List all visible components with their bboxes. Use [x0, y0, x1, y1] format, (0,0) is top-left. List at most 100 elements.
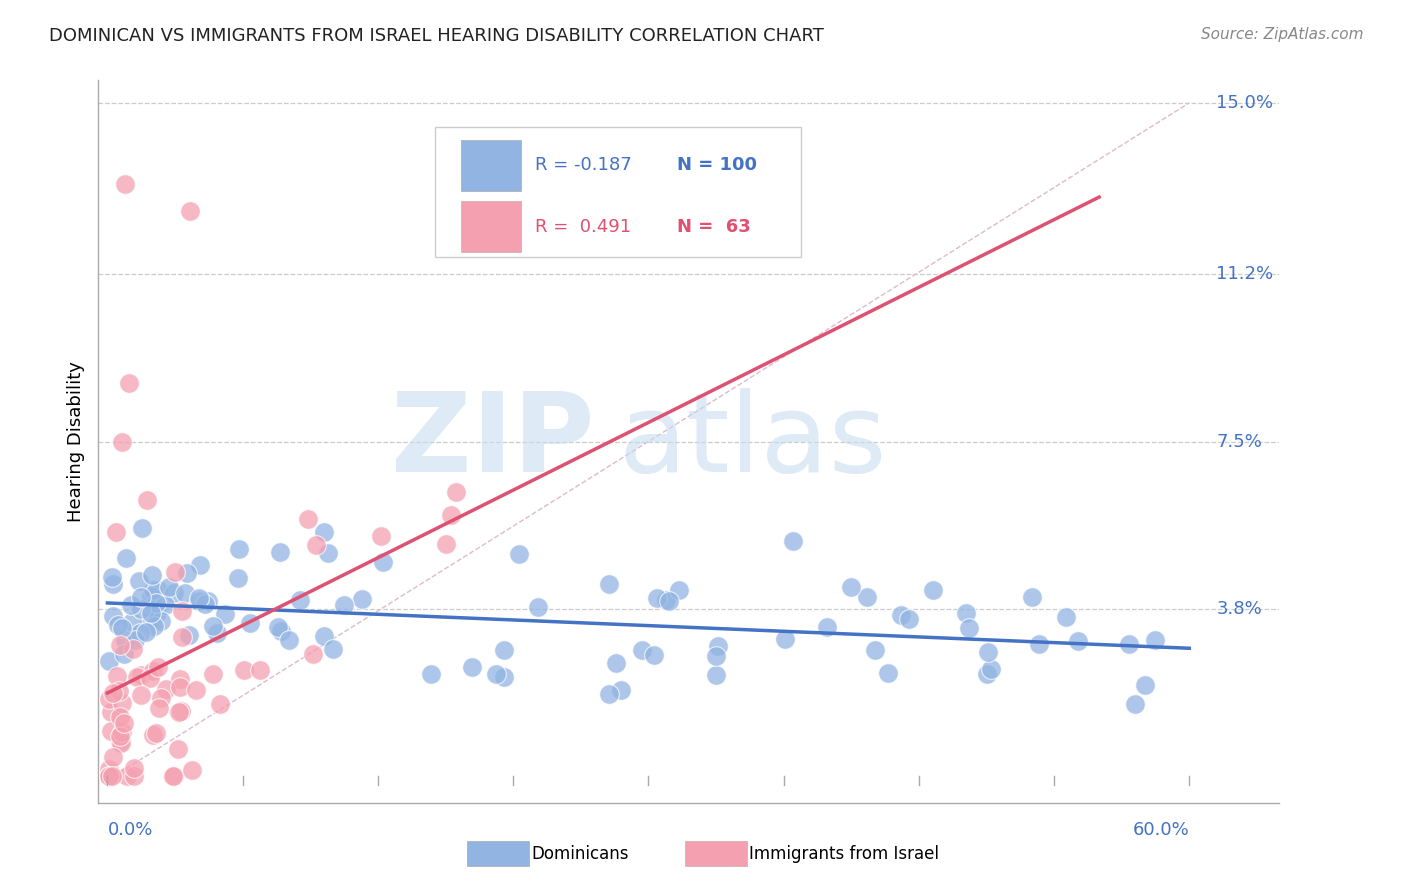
Point: [508, 547, 530, 561]
Point: [440, 508, 463, 522]
Point: [112, 715, 135, 730]
Point: [108, 735, 131, 749]
Point: [148, 701, 170, 715]
Text: 0.0%: 0.0%: [107, 821, 153, 838]
Point: [142, 582, 165, 597]
Point: [188, 594, 211, 608]
Point: [124, 632, 146, 647]
Point: [141, 568, 163, 582]
Point: [668, 583, 690, 598]
Point: [1054, 610, 1077, 624]
Point: [316, 546, 339, 560]
Point: [167, 742, 190, 756]
Point: [922, 582, 945, 597]
Point: [121, 615, 143, 629]
Point: [704, 668, 727, 682]
Point: [297, 512, 319, 526]
Point: [643, 648, 665, 662]
Point: [169, 680, 191, 694]
Text: Dominicans: Dominicans: [531, 845, 628, 863]
Point: [170, 604, 193, 618]
Point: [194, 597, 217, 611]
Point: [125, 670, 148, 684]
Point: [233, 663, 256, 677]
Point: [228, 542, 250, 557]
Point: [101, 570, 124, 584]
Point: [492, 670, 515, 684]
Point: [146, 583, 169, 598]
Point: [176, 566, 198, 580]
Point: [205, 626, 228, 640]
Point: [897, 612, 920, 626]
Point: [167, 705, 190, 719]
Point: [143, 618, 166, 632]
Point: [173, 586, 195, 600]
Point: [202, 666, 225, 681]
Point: [110, 638, 132, 652]
Point: [179, 628, 201, 642]
Point: [955, 607, 977, 621]
Point: [863, 643, 886, 657]
Point: [605, 656, 627, 670]
Point: [139, 606, 162, 620]
Point: [170, 631, 193, 645]
Point: [139, 672, 162, 686]
Point: [704, 649, 727, 664]
Point: [598, 576, 620, 591]
Point: [162, 769, 184, 783]
Point: [706, 639, 728, 653]
Point: [977, 645, 1000, 659]
Point: [312, 629, 335, 643]
Point: [609, 683, 631, 698]
Point: [112, 647, 135, 661]
Point: [149, 614, 172, 628]
Point: [157, 581, 180, 595]
Point: [184, 682, 207, 697]
Point: [114, 633, 136, 648]
Point: [100, 705, 122, 719]
Point: [419, 666, 441, 681]
Point: [782, 533, 804, 548]
Point: [371, 555, 394, 569]
Point: [208, 697, 231, 711]
Text: DOMINICAN VS IMMIGRANTS FROM ISRAEL HEARING DISABILITY CORRELATION CHART: DOMINICAN VS IMMIGRANTS FROM ISRAEL HEAR…: [49, 27, 824, 45]
Point: [188, 558, 211, 572]
FancyBboxPatch shape: [461, 140, 522, 191]
Point: [1133, 678, 1156, 692]
Point: [120, 598, 142, 612]
FancyBboxPatch shape: [434, 128, 801, 257]
Point: [111, 725, 134, 739]
Point: [249, 664, 271, 678]
Point: [350, 592, 373, 607]
Point: [304, 538, 326, 552]
Point: [645, 591, 668, 605]
Point: [162, 586, 184, 600]
Point: [101, 577, 124, 591]
Text: R = -0.187: R = -0.187: [536, 156, 633, 174]
Point: [239, 615, 262, 630]
Text: 7.5%: 7.5%: [1216, 433, 1263, 450]
Point: [108, 683, 131, 698]
Point: [110, 736, 132, 750]
Point: [98, 769, 121, 783]
Point: [957, 621, 980, 635]
Point: [105, 668, 128, 682]
Point: [142, 728, 165, 742]
Point: [181, 763, 204, 777]
Point: [146, 606, 169, 620]
Point: [775, 632, 797, 647]
Point: [302, 647, 325, 661]
Point: [170, 704, 193, 718]
Point: [111, 621, 134, 635]
Text: R =  0.491: R = 0.491: [536, 218, 631, 235]
Point: [322, 642, 344, 657]
Point: [118, 376, 141, 390]
Y-axis label: Hearing Disability: Hearing Disability: [66, 361, 84, 522]
Point: [135, 625, 157, 640]
Text: 15.0%: 15.0%: [1216, 94, 1274, 112]
Point: [110, 710, 132, 724]
FancyBboxPatch shape: [461, 201, 522, 252]
Point: [138, 614, 160, 628]
Point: [815, 620, 838, 634]
Point: [111, 434, 134, 449]
